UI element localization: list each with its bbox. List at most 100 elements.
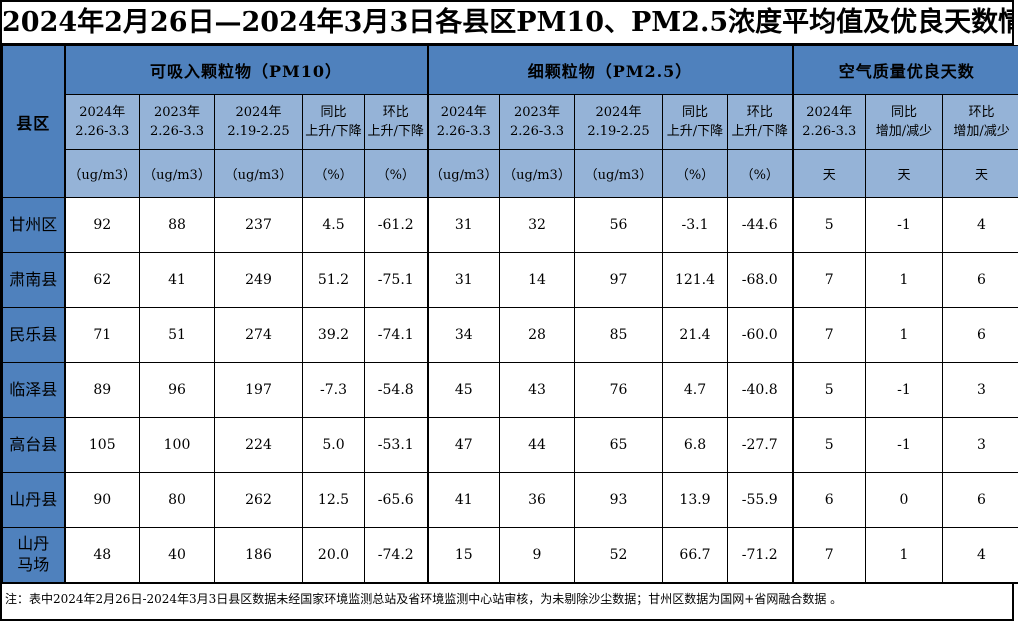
column-unit-header: （%） <box>727 149 794 198</box>
data-cell: 89 <box>64 362 140 418</box>
data-cell: -1 <box>865 417 943 473</box>
data-cell: 5 <box>792 197 866 253</box>
column-unit-header: （ug/m3） <box>214 149 303 198</box>
data-cell: -61.2 <box>364 197 429 253</box>
data-cell: 1 <box>865 527 943 584</box>
data-cell: -60.0 <box>727 307 794 363</box>
column-period-header: 2024年 2.19-2.25 <box>574 94 663 150</box>
data-cell: 249 <box>214 252 303 308</box>
data-cell: 237 <box>214 197 303 253</box>
data-cell: 5 <box>792 417 866 473</box>
data-cell: 34 <box>427 307 500 363</box>
data-cell: 20.0 <box>302 527 365 584</box>
column-period-header: 2023年 2.26-3.3 <box>139 94 215 150</box>
column-period-header: 同比 上升/下降 <box>662 94 728 150</box>
column-period-header: 环比 上升/下降 <box>727 94 794 150</box>
data-cell: 45 <box>427 362 500 418</box>
data-cell: 1 <box>865 307 943 363</box>
data-cell: 40 <box>139 527 215 584</box>
data-cell: 6 <box>941 307 1018 363</box>
data-cell: 76 <box>574 362 663 418</box>
data-cell: 197 <box>214 362 303 418</box>
column-period-header: 同比 增加/减少 <box>865 94 943 150</box>
column-unit-header: （ug/m3） <box>64 149 140 198</box>
data-cell: -53.1 <box>364 417 429 473</box>
table-row: 甘州区 92 88 237 4.5 -61.2 31 32 56 -3.1 -44.6 5 -1 4 <box>2 197 1018 253</box>
data-cell: 43 <box>499 362 575 418</box>
data-cell: -44.6 <box>727 197 794 253</box>
column-unit-header: （ug/m3） <box>574 149 663 198</box>
data-cell: 4 <box>941 527 1018 584</box>
data-cell: 41 <box>139 252 215 308</box>
data-cell: 13.9 <box>662 472 728 528</box>
column-unit-header: （%） <box>364 149 429 198</box>
data-cell: 93 <box>574 472 663 528</box>
data-cell: 0 <box>865 472 943 528</box>
data-cell: 28 <box>499 307 575 363</box>
data-cell: 31 <box>427 252 500 308</box>
county-name: 山丹县 <box>2 472 66 528</box>
data-cell: 9 <box>499 527 575 584</box>
county-name: 临泽县 <box>2 362 66 418</box>
data-cell: -75.1 <box>364 252 429 308</box>
county-name: 山丹 马场 <box>2 527 66 584</box>
period-header-row: 2024年 2.26-3.3 2023年 2.26-3.3 2024年 2.19-2… <box>3 94 1018 150</box>
data-cell: 100 <box>139 417 215 473</box>
data-cell: 47 <box>427 417 500 473</box>
data-cell: 274 <box>214 307 303 363</box>
column-period-header: 环比 上升/下降 <box>364 94 429 150</box>
data-cell: 5 <box>792 362 866 418</box>
data-cell: 66.7 <box>662 527 728 584</box>
data-cell: 52 <box>574 527 663 584</box>
county-name: 肃南县 <box>2 252 66 308</box>
data-cell: 80 <box>139 472 215 528</box>
data-cell: 65 <box>574 417 663 473</box>
column-period-header: 2024年 2.19-2.25 <box>214 94 303 150</box>
data-cell: 41 <box>427 472 500 528</box>
data-cell: 51.2 <box>302 252 365 308</box>
data-cell: -1 <box>865 197 943 253</box>
data-cell: 121.4 <box>662 252 728 308</box>
column-period-header: 环比 增加/减少 <box>941 94 1018 150</box>
data-cell: -27.7 <box>727 417 794 473</box>
data-cell: 51 <box>139 307 215 363</box>
column-period-header: 2023年 2.26-3.3 <box>499 94 575 150</box>
data-cell: -74.2 <box>364 527 429 584</box>
data-cell: 56 <box>574 197 663 253</box>
data-cell: -7.3 <box>302 362 365 418</box>
data-cell: 262 <box>214 472 303 528</box>
data-cell: 4.7 <box>662 362 728 418</box>
table-header: 县区 可吸入颗粒物（PM10） 细颗粒物（PM2.5） 空气质量优良天数 202… <box>2 45 1018 198</box>
column-period-header: 2024年 2.26-3.3 <box>64 94 140 150</box>
county-name: 高台县 <box>2 417 66 473</box>
corner-header-county: 县区 <box>2 45 66 198</box>
data-cell: 39.2 <box>302 307 365 363</box>
data-cell: 4.5 <box>302 197 365 253</box>
group-header-good-days: 空气质量优良天数 <box>791 45 1018 95</box>
column-unit-header: （ug/m3） <box>427 149 500 198</box>
column-unit-header: 天 <box>865 149 943 198</box>
data-cell: 85 <box>574 307 663 363</box>
data-cell: 4 <box>941 197 1018 253</box>
data-cell: 32 <box>499 197 575 253</box>
data-cell: -65.6 <box>364 472 429 528</box>
data-cell: 3 <box>941 417 1018 473</box>
column-period-header: 2024年 2.26-3.3 <box>427 94 500 150</box>
column-unit-header: 天 <box>792 149 866 198</box>
column-unit-header: （ug/m3） <box>139 149 215 198</box>
table-row: 山丹县 90 80 262 12.5 -65.6 41 36 93 13.9 -55.9 6 0 6 <box>2 472 1018 528</box>
table-row: 肃南县 62 41 249 51.2 -75.1 31 14 97 121.4 -68.0 7 1 6 <box>2 252 1018 308</box>
data-cell: -71.2 <box>727 527 794 584</box>
county-name: 民乐县 <box>2 307 66 363</box>
data-cell: 48 <box>64 527 140 584</box>
data-cell: -55.9 <box>727 472 794 528</box>
table-body: 甘州区 92 88 237 4.5 -61.2 31 32 56 -3.1 -44.6 5 -1 4 肃南县… <box>2 197 1018 584</box>
data-cell: 6 <box>792 472 866 528</box>
air-quality-table: 县区 可吸入颗粒物（PM10） 细颗粒物（PM2.5） 空气质量优良天数 202… <box>2 45 1018 584</box>
column-unit-header: （ug/m3） <box>499 149 575 198</box>
data-cell: -1 <box>865 362 943 418</box>
data-cell: 6 <box>941 252 1018 308</box>
county-name: 甘州区 <box>2 197 66 253</box>
data-cell: 105 <box>64 417 140 473</box>
table-row: 山丹 马场 48 40 186 20.0 -74.2 15 9 52 66.7 -71.2 7 1 4 <box>2 527 1018 584</box>
